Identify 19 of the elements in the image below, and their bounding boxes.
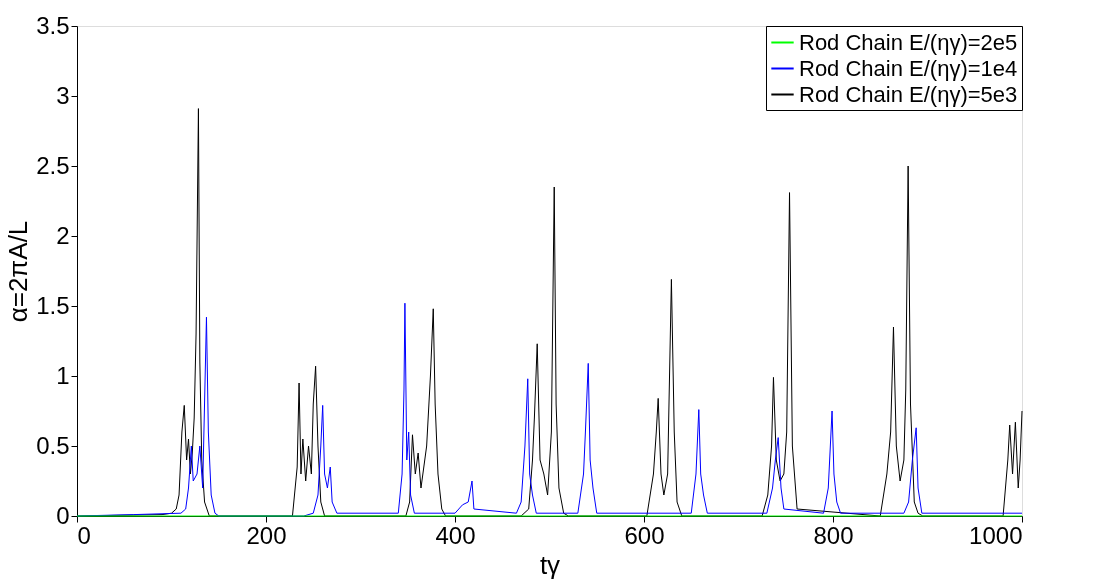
x-tick-label: 600	[624, 521, 665, 549]
x-tick-label: 200	[246, 521, 287, 549]
y-tick-label: 2.5	[36, 151, 70, 179]
y-tick-label: 1.5	[36, 291, 70, 319]
x-tick-label: 1000	[969, 521, 1023, 549]
x-tick-label: 0	[77, 521, 91, 549]
y-tick-label: 0.5	[36, 431, 70, 459]
x-axis-title: tγ	[539, 549, 561, 580]
y-tick-label: 1	[56, 361, 70, 389]
legend-label: Rod Chain E/(ηγ)=2e5	[799, 29, 1018, 55]
x-tick-label: 800	[813, 521, 854, 549]
y-tick-label: 0	[56, 501, 70, 529]
y-axis-title: α=2πA/L	[3, 220, 34, 323]
legend-label: Rod Chain E/(ηγ)=5e3	[799, 81, 1018, 107]
y-tick-label: 3	[56, 81, 70, 109]
y-tick-label: 3.5	[36, 11, 70, 39]
x-tick-label: 400	[435, 521, 476, 549]
legend-label: Rod Chain E/(ηγ)=1e4	[799, 55, 1018, 81]
y-tick-label: 2	[56, 221, 70, 249]
